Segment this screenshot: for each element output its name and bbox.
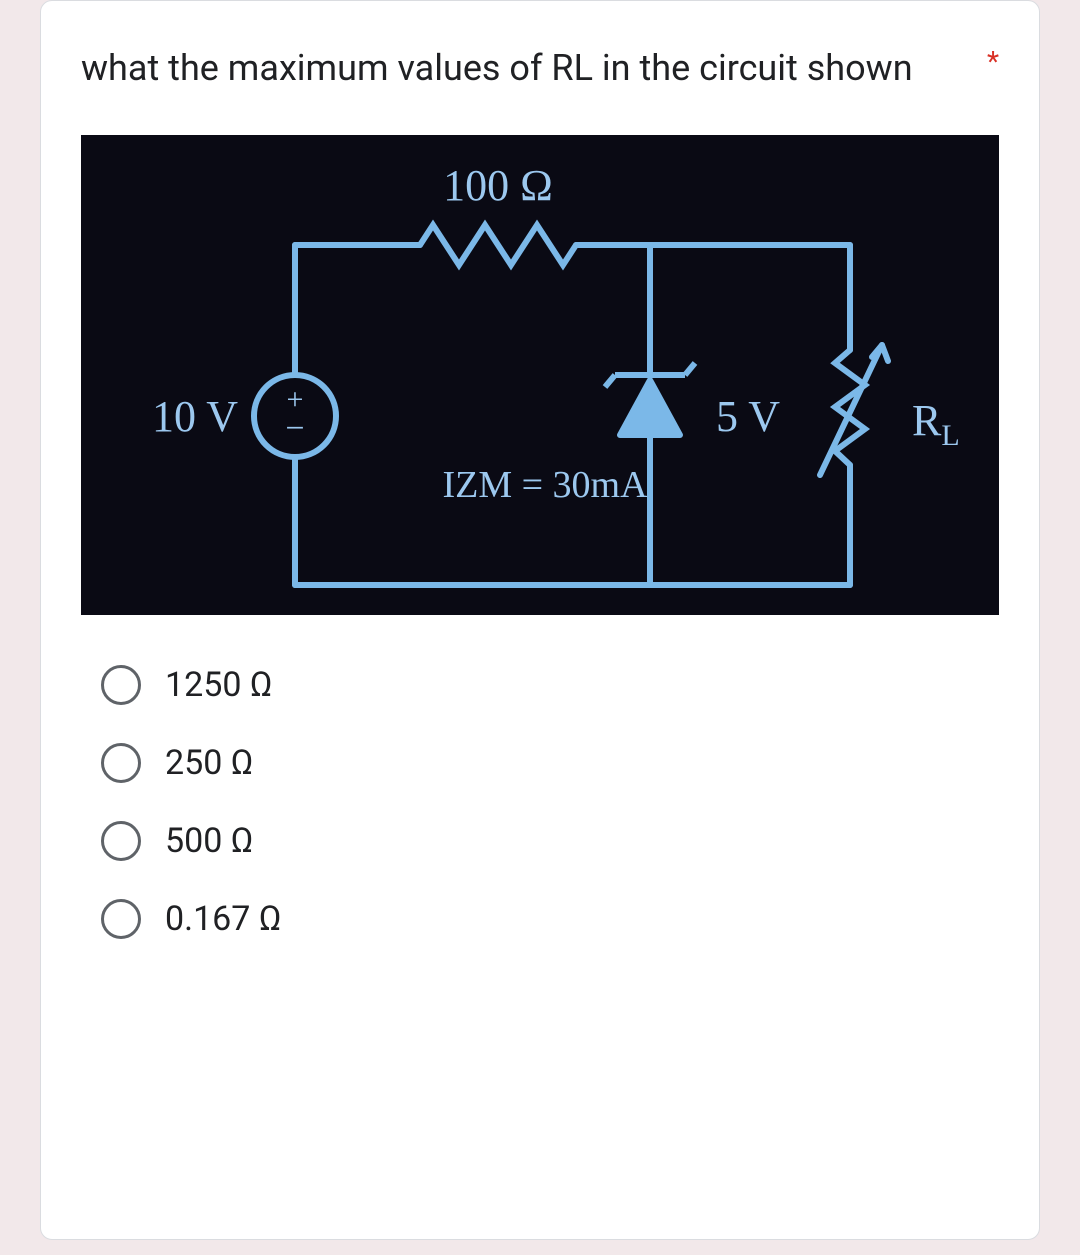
option-label: 250 Ω — [165, 743, 253, 783]
question-text: what the maximum values of RL in the cir… — [81, 41, 967, 95]
radio-icon — [101, 665, 141, 705]
required-asterisk: * — [987, 45, 999, 78]
radio-icon — [101, 899, 141, 939]
circuit-diagram: + − 100 Ω 10 V 5 V IZM = 30m — [81, 135, 999, 615]
source-minus: − — [285, 410, 304, 447]
option-label: 500 Ω — [165, 821, 253, 861]
option-3[interactable]: 0.167 Ω — [101, 899, 999, 939]
resistor-label: 100 Ω — [443, 161, 553, 210]
option-0[interactable]: 1250 Ω — [101, 665, 999, 705]
options-group: 1250 Ω 250 Ω 500 Ω 0.167 Ω — [81, 665, 999, 939]
zener-voltage-label: 5 V — [716, 392, 780, 441]
option-2[interactable]: 500 Ω — [101, 821, 999, 861]
option-label: 0.167 Ω — [165, 899, 281, 939]
radio-icon — [101, 743, 141, 783]
question-header: what the maximum values of RL in the cir… — [81, 41, 999, 95]
radio-icon — [101, 821, 141, 861]
question-card: what the maximum values of RL in the cir… — [40, 0, 1040, 1240]
load-label: RL — [912, 396, 960, 452]
option-label: 1250 Ω — [165, 665, 272, 705]
zener-current-label: IZM = 30mA — [442, 464, 648, 506]
option-1[interactable]: 250 Ω — [101, 743, 999, 783]
source-voltage-label: 10 V — [152, 392, 238, 441]
